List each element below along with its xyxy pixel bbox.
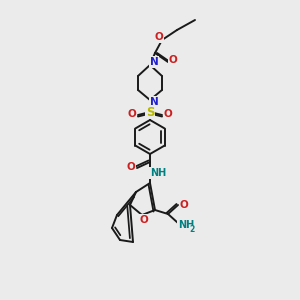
Text: O: O [164,109,172,119]
Text: O: O [180,200,188,210]
Text: N: N [150,57,158,67]
Text: O: O [154,32,164,42]
Text: NH: NH [178,220,194,230]
Text: 2: 2 [189,226,195,235]
Text: O: O [140,215,148,225]
Text: N: N [150,97,158,107]
Text: O: O [127,162,135,172]
Text: NH: NH [150,168,166,178]
Text: O: O [169,55,177,65]
Text: S: S [146,106,154,118]
Text: O: O [128,109,136,119]
